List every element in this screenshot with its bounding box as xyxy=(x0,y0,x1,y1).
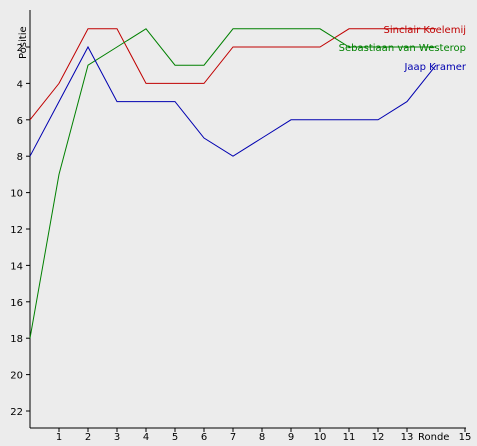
x-tick-label: 13 xyxy=(401,432,414,443)
y-axis-ticks: 2 4 6 8 10 12 14 16 18 20 22 xyxy=(10,43,30,418)
x-tick-label: 8 xyxy=(259,432,265,443)
x-axis-title: Ronde xyxy=(418,432,449,443)
y-tick-label: 14 xyxy=(10,261,23,272)
x-tick-label: 4 xyxy=(143,432,149,443)
legend-entry: Sinclair Koelemij xyxy=(384,25,467,36)
y-tick-label: 22 xyxy=(10,407,23,418)
y-tick-label: 6 xyxy=(17,116,23,127)
x-tick-label: 5 xyxy=(172,432,178,443)
x-tick-label: 3 xyxy=(114,432,120,443)
x-tick-label: 7 xyxy=(230,432,236,443)
y-tick-label: 12 xyxy=(10,225,23,236)
x-tick-label: 1 xyxy=(56,432,62,443)
series-lines xyxy=(29,28,437,339)
x-tick-label: 6 xyxy=(201,432,207,443)
x-tick-label: 10 xyxy=(314,432,327,443)
y-tick-label: 2 xyxy=(17,43,23,54)
y-tick-label: 20 xyxy=(10,371,23,382)
x-tick-label: 15 xyxy=(459,432,472,443)
series-line-1 xyxy=(29,28,436,121)
y-tick-label: 10 xyxy=(10,189,23,200)
legend-entry: Sebastiaan van Westerop xyxy=(339,43,466,54)
x-tick-label: 11 xyxy=(343,432,356,443)
legend-entry: Jaap Kramer xyxy=(403,62,466,73)
series-line-3 xyxy=(29,45,437,157)
y-axis-title: Positie xyxy=(18,26,29,59)
y-tick-label: 16 xyxy=(10,298,23,309)
x-axis-ticks: 1 2 3 4 5 6 7 8 9 10 11 12 13 15 xyxy=(56,428,472,443)
y-tick-label: 18 xyxy=(10,334,23,345)
y-tick-label: 8 xyxy=(17,152,23,163)
x-tick-label: 2 xyxy=(85,432,91,443)
legend: Sinclair Koelemij Sebastiaan van Westerop… xyxy=(339,25,467,73)
series-line-2 xyxy=(29,28,436,339)
x-tick-label: 12 xyxy=(372,432,385,443)
y-tick-label: 4 xyxy=(17,79,23,90)
x-tick-label: 9 xyxy=(288,432,294,443)
